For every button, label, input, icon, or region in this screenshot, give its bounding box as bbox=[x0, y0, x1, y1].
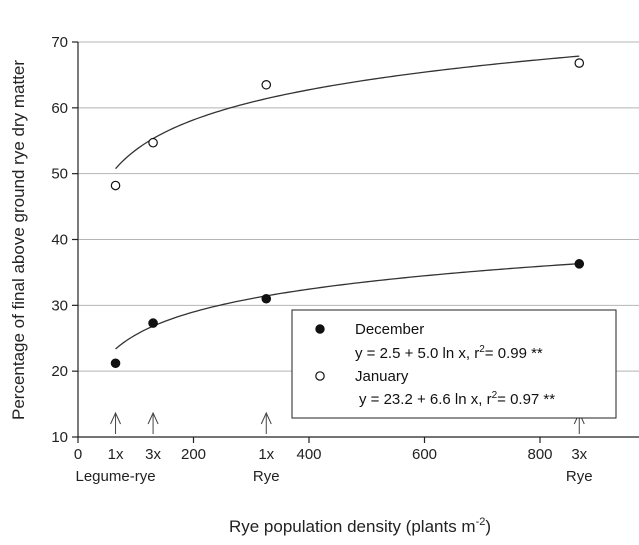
annotation-arrow-head-2 bbox=[260, 411, 272, 425]
y-tick-label-40: 40 bbox=[51, 232, 68, 249]
legend-december-label: December bbox=[355, 321, 424, 338]
fit-curve-december bbox=[115, 263, 580, 350]
point-december-2 bbox=[261, 293, 272, 304]
y-tick-label-70: 70 bbox=[51, 34, 68, 51]
legend-january-equation: y = 23.2 + 6.6 ln x, r2= 0.97 ** bbox=[359, 390, 555, 408]
x-tick-label-800: 800 bbox=[527, 446, 552, 463]
legend-december-eq-sup: 2 bbox=[479, 344, 485, 355]
point-january-0 bbox=[110, 180, 121, 191]
legend-january-eq-main: y = 23.2 + 6.6 ln x, r bbox=[359, 391, 492, 408]
y-tick-label-10: 10 bbox=[51, 429, 68, 446]
annotation-arrows: 1x Legume-rye 3x 1x Rye 3x Rye bbox=[76, 411, 593, 485]
annotation-arrow-head-0 bbox=[110, 411, 121, 425]
x-tick-label-400: 400 bbox=[296, 446, 321, 463]
annotation-label-bottom-3: Rye bbox=[566, 468, 593, 485]
legend-january-eq-sup: 2 bbox=[492, 390, 498, 401]
legend-december-equation: y = 2.5 + 5.0 ln x, r2= 0.99 ** bbox=[355, 344, 543, 362]
legend-box bbox=[291, 309, 617, 419]
legend-january-marker bbox=[315, 371, 325, 381]
x-tick-label-200: 200 bbox=[181, 446, 206, 463]
point-december-3 bbox=[574, 259, 585, 269]
point-december-0 bbox=[110, 358, 121, 369]
fit-curves bbox=[115, 55, 580, 350]
legend-december-marker bbox=[315, 324, 325, 334]
y-axis-title: Percentage of final above ground rye dry… bbox=[9, 60, 28, 420]
legend-january-label: January bbox=[355, 368, 409, 385]
legend-december-eq-tail: = 0.99 ** bbox=[485, 345, 543, 362]
x-axis-title-main: Rye population density (plants m bbox=[229, 517, 476, 536]
legend: December y = 2.5 + 5.0 ln x, r2= 0.99 **… bbox=[291, 309, 617, 419]
annotation-arrow-head-1 bbox=[147, 411, 159, 425]
point-january-1 bbox=[148, 137, 158, 148]
point-january-3 bbox=[574, 58, 585, 68]
y-tick-label-30: 30 bbox=[51, 297, 68, 314]
x-tick-label-600: 600 bbox=[412, 446, 437, 463]
annotation-label-top-3: 3x bbox=[571, 446, 587, 463]
point-january-2 bbox=[261, 79, 272, 90]
x-axis-title-tail: ) bbox=[485, 517, 491, 536]
y-tick-label-60: 60 bbox=[51, 100, 68, 117]
fit-curve-january bbox=[115, 55, 580, 170]
annotation-label-top-2: 1x bbox=[258, 446, 274, 463]
data-points bbox=[110, 58, 585, 369]
annotation-label-top-1: 3x bbox=[145, 446, 161, 463]
x-tick-label-0: 0 bbox=[74, 446, 82, 463]
y-tick-label-20: 20 bbox=[51, 363, 68, 380]
y-tick-label-50: 50 bbox=[51, 166, 68, 183]
legend-december-eq-main: y = 2.5 + 5.0 ln x, r bbox=[355, 345, 479, 362]
x-axis-title-sup: -2 bbox=[476, 516, 486, 528]
point-december-1 bbox=[148, 318, 158, 328]
annotation-label-bottom-0: Legume-rye bbox=[76, 468, 156, 485]
annotation-label-bottom-2: Rye bbox=[253, 468, 280, 485]
legend-january-eq-tail: = 0.97 ** bbox=[497, 391, 555, 408]
annotation-label-top-0: 1x bbox=[108, 446, 124, 463]
ticks: 10 20 30 40 50 60 70 0 200 400 600 800 bbox=[51, 34, 552, 463]
x-axis-title: Rye population density (plants m-2) bbox=[229, 516, 491, 536]
